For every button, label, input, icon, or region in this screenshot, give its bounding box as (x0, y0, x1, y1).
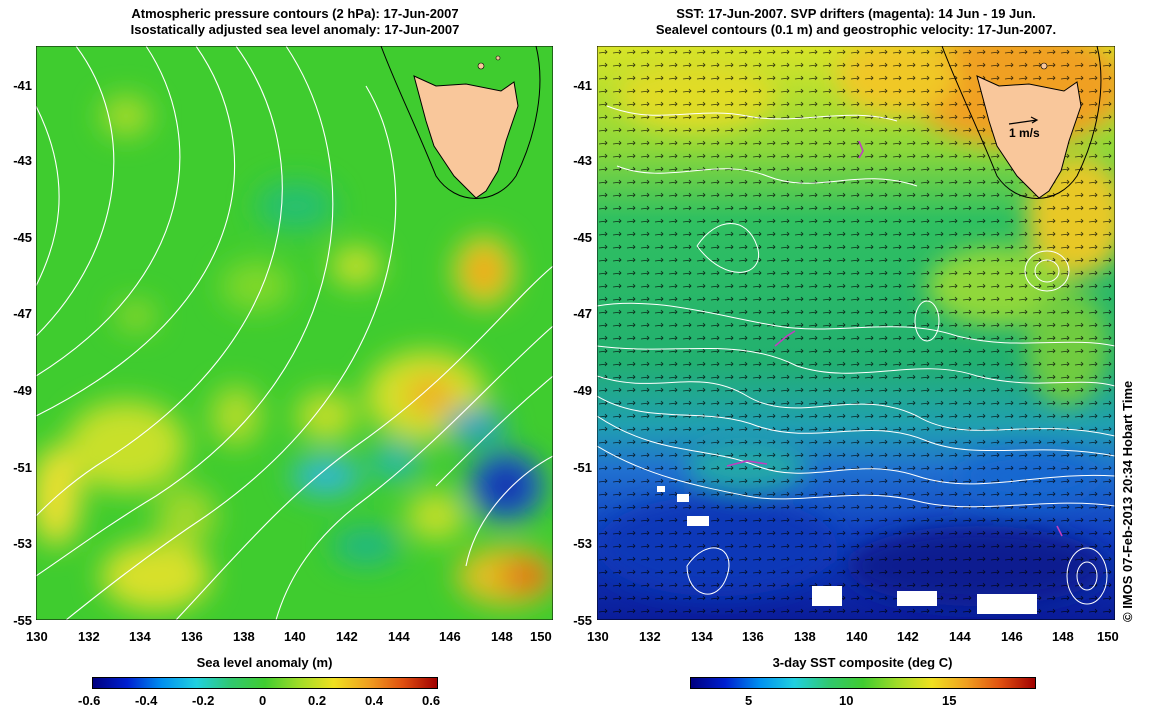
left-x-tick: 150 (530, 629, 552, 644)
right-x-tick: 130 (587, 629, 609, 644)
sst-map[interactable]: 1 m/s (597, 46, 1115, 620)
right-colorbar-tick: 15 (942, 693, 957, 708)
left-colorbar-tick: -0.4 (135, 693, 158, 708)
left-y-tick: -43 (13, 153, 32, 168)
right-x-tick: 150 (1097, 629, 1119, 644)
right-x-tick: 144 (949, 629, 971, 644)
left-x-tick: 140 (284, 629, 306, 644)
right-x-tick: 140 (846, 629, 868, 644)
left-y-tick: -49 (13, 383, 32, 398)
left-x-tick: 146 (439, 629, 461, 644)
velocity-scale-label: 1 m/s (1009, 126, 1040, 140)
left-y-tick: -55 (13, 613, 32, 628)
left-x-tick: 148 (491, 629, 513, 644)
left-colorbar-tick: -0.2 (192, 693, 215, 708)
right-y-tick: -47 (573, 306, 592, 321)
right-colorbar-title: 3-day SST composite (deg C) (772, 655, 953, 670)
left-y-tick: -45 (13, 230, 32, 245)
left-x-tick: 142 (336, 629, 358, 644)
right-x-tick: 142 (897, 629, 919, 644)
left-x-tick: 144 (388, 629, 410, 644)
left-colorbar-tick: 0.2 (308, 693, 327, 708)
left-colorbar-tick: -0.6 (78, 693, 101, 708)
right-y-tick: -51 (573, 460, 592, 475)
left-title-line2: Isostatically adjusted sea level anomaly… (130, 22, 460, 37)
right-y-tick: -43 (573, 153, 592, 168)
right-x-tick: 134 (691, 629, 713, 644)
left-colorbar-tick: 0.6 (422, 693, 441, 708)
left-x-tick: 132 (78, 629, 100, 644)
right-colorbar-tick: 10 (839, 693, 854, 708)
left-y-tick: -53 (13, 536, 32, 551)
right-x-tick: 136 (742, 629, 764, 644)
right-y-tick: -49 (573, 383, 592, 398)
sea-level-anomaly-map[interactable] (36, 46, 553, 620)
right-x-tick: 132 (639, 629, 661, 644)
right-colorbar (690, 677, 1036, 689)
right-y-tick: -45 (573, 230, 592, 245)
right-title-line1: SST: 17-Jun-2007. SVP drifters (magenta)… (676, 6, 1036, 21)
right-x-tick: 138 (794, 629, 816, 644)
left-x-tick: 130 (26, 629, 48, 644)
left-x-tick: 134 (129, 629, 151, 644)
velocity-scale-arrow-icon (1008, 116, 1039, 125)
left-colorbar-tick: 0.4 (365, 693, 384, 708)
left-x-tick: 138 (233, 629, 255, 644)
left-colorbar (92, 677, 438, 689)
credit-text: © IMOS 07-Feb-2013 20:34 Hobart Time (1120, 380, 1135, 622)
left-colorbar-tick: 0 (259, 693, 267, 708)
right-y-tick: -55 (573, 613, 592, 628)
right-colorbar-tick: 5 (745, 693, 753, 708)
left-title-line1: Atmospheric pressure contours (2 hPa): 1… (131, 6, 459, 21)
left-y-tick: -47 (13, 306, 32, 321)
right-title-line2: Sealevel contours (0.1 m) and geostrophi… (655, 22, 1057, 37)
right-x-tick: 148 (1052, 629, 1074, 644)
left-colorbar-title: Sea level anomaly (m) (196, 655, 333, 670)
right-y-tick: -53 (573, 536, 592, 551)
right-y-tick: -41 (573, 78, 592, 93)
left-y-tick: -51 (13, 460, 32, 475)
right-x-tick: 146 (1001, 629, 1023, 644)
left-x-tick: 136 (181, 629, 203, 644)
left-y-tick: -41 (13, 78, 32, 93)
